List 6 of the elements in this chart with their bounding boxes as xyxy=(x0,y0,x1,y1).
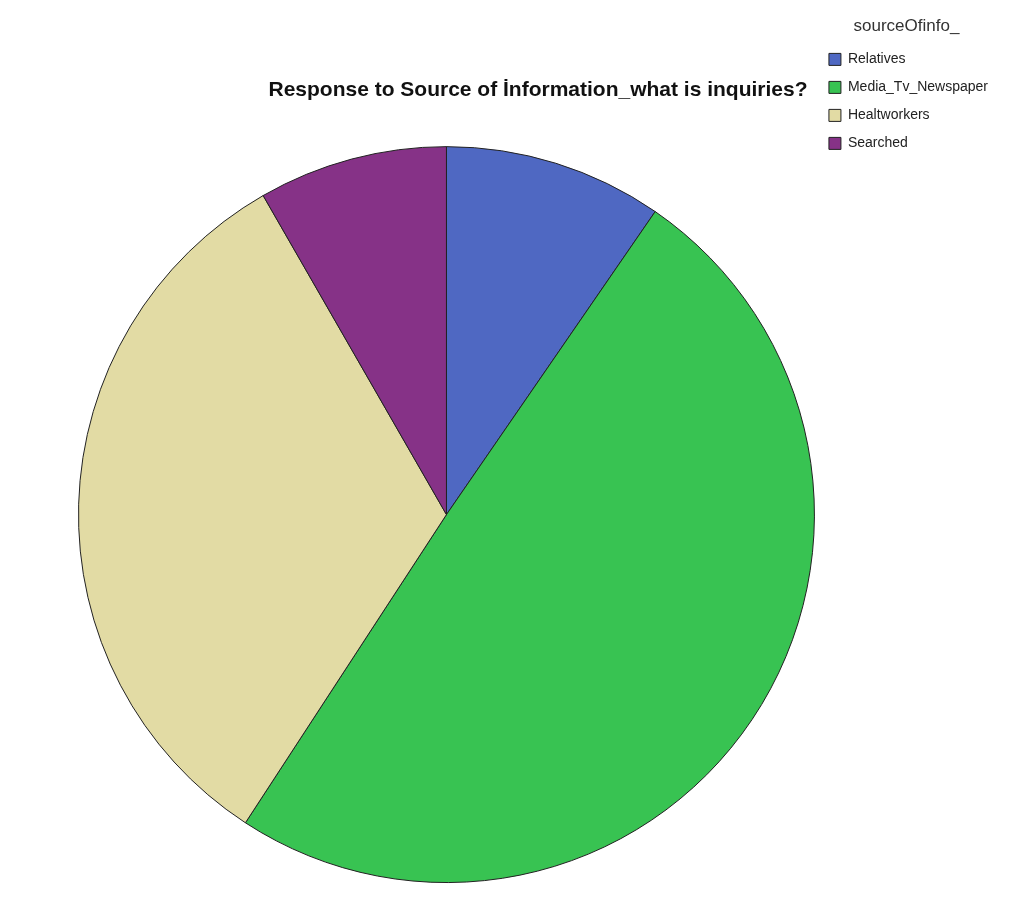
legend-label: Media_Tv_Newspaper xyxy=(847,78,989,95)
legend-label: Relatives xyxy=(847,50,906,67)
text: Response to Source of İnformation_what is inquiries? xyxy=(268,77,808,101)
legend-label: Searched xyxy=(847,134,908,151)
legend-title: sourceOfinfo_ xyxy=(853,16,960,36)
legend-label: Healtworkers xyxy=(847,106,930,123)
